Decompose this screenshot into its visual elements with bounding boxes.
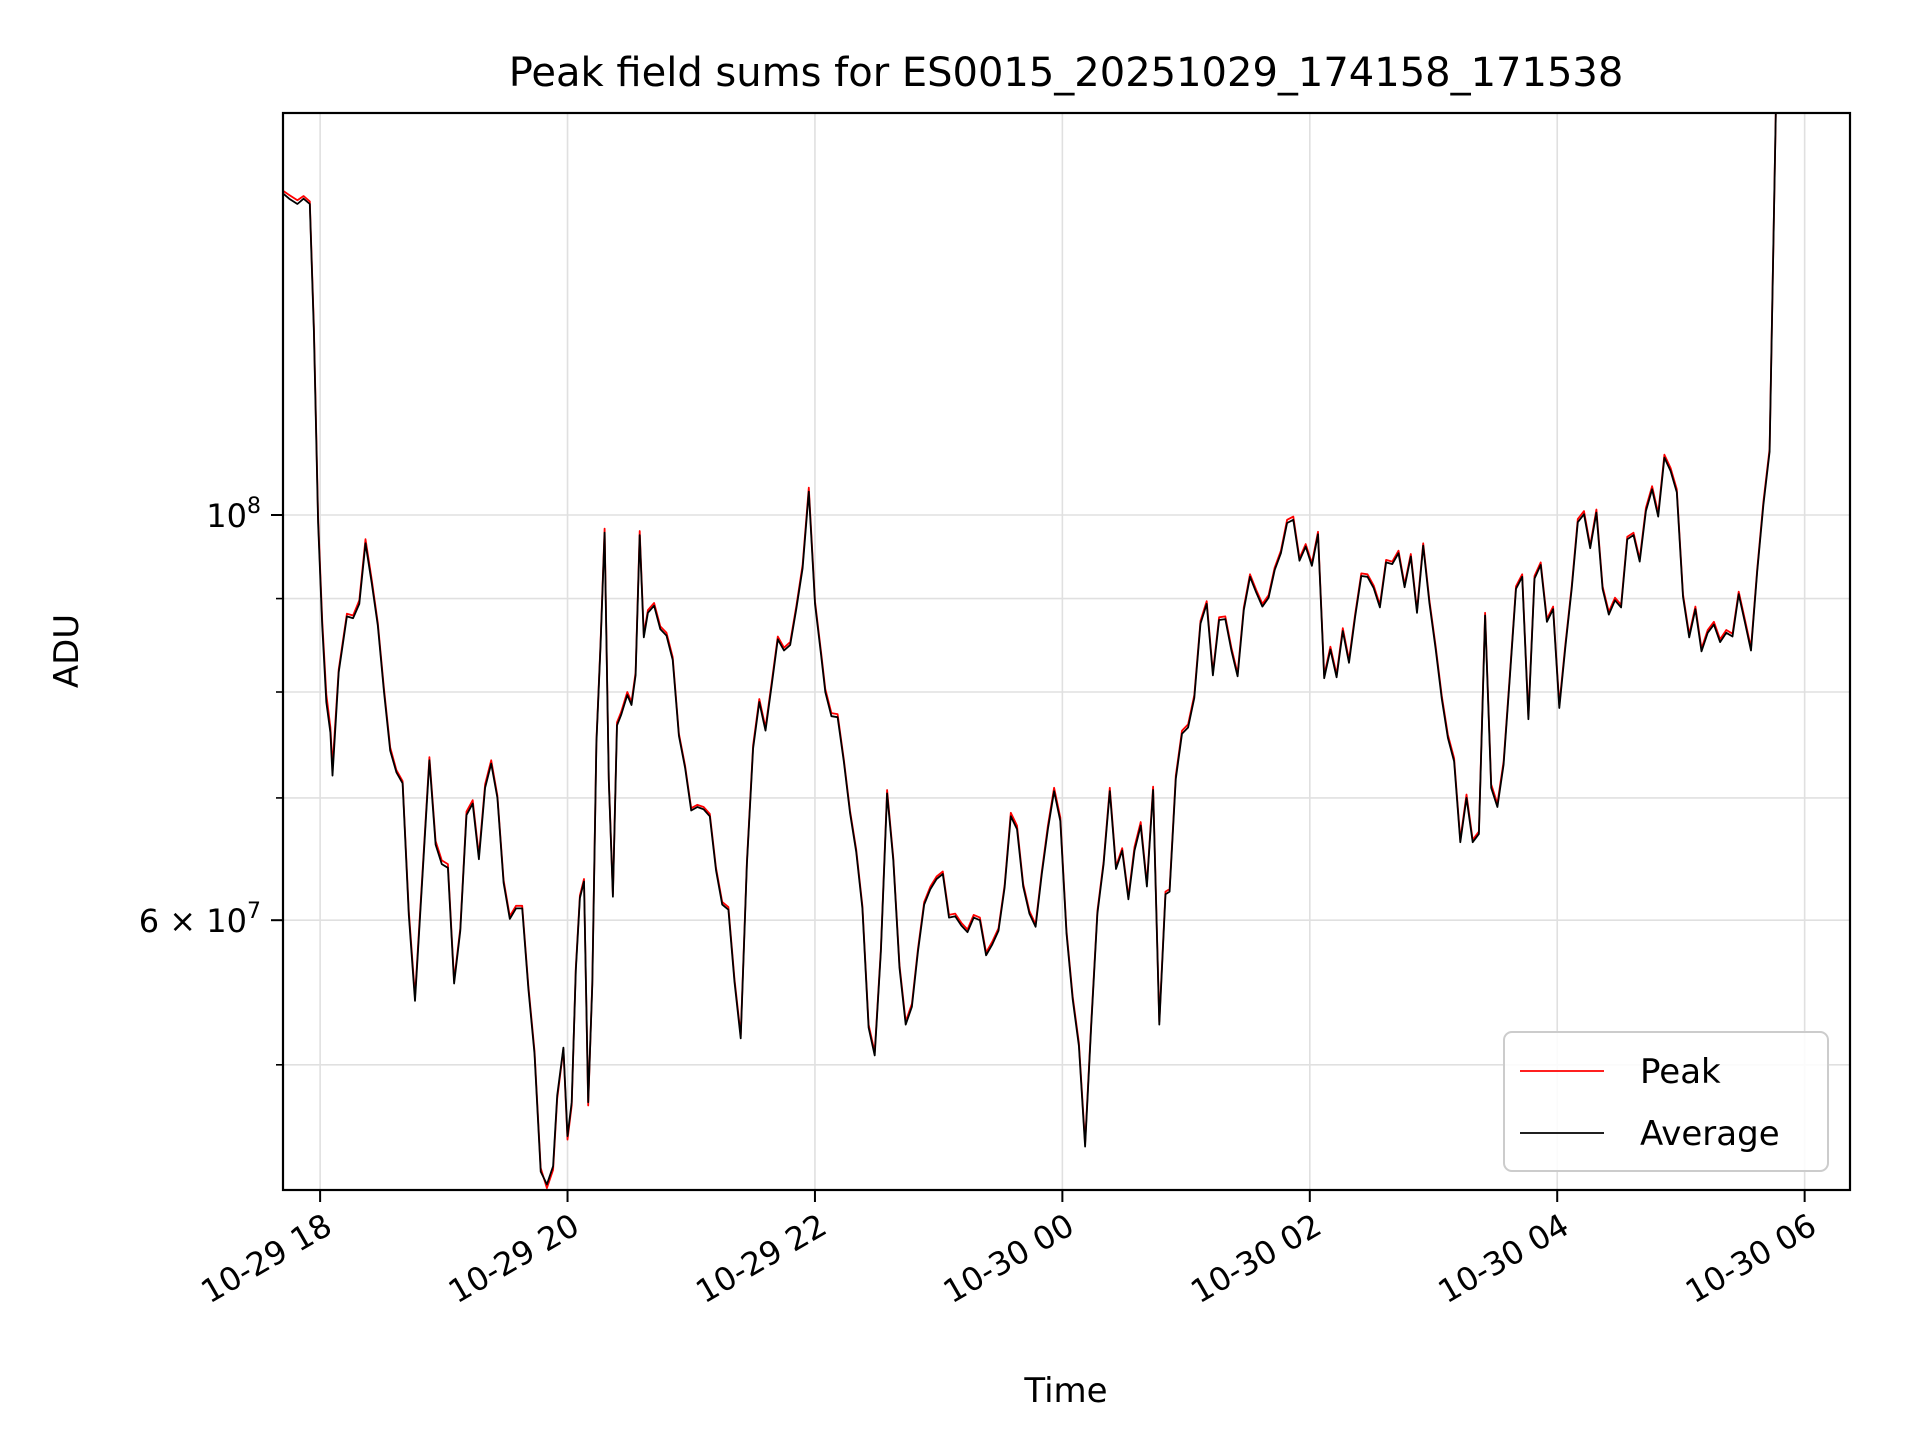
series-line-average xyxy=(283,113,1777,1186)
y-tick-mantissa: 6 xyxy=(139,902,159,940)
chart-title: Peak field sums for ES0015_20251029_1741… xyxy=(509,50,1624,96)
y-tick-base: 10 xyxy=(206,497,247,535)
y-tick-times: × xyxy=(159,902,206,940)
plot-frame xyxy=(281,111,1852,1192)
legend-label-average: Average xyxy=(1640,1114,1780,1154)
x-axis-label: Time xyxy=(1023,1371,1107,1411)
y-tick-label: 6 × 107 xyxy=(139,899,261,940)
legend-box xyxy=(1503,1031,1829,1172)
y-tick-label-text: 108 xyxy=(206,494,261,535)
y-tick-label-text: 6 × 107 xyxy=(139,899,261,940)
y-tick-exponent: 8 xyxy=(247,494,261,519)
y-axis-label: ADU xyxy=(47,614,87,688)
y-tick-exponent: 7 xyxy=(247,899,261,924)
y-tick-label: 108 xyxy=(206,494,261,535)
legend: Peak Average xyxy=(1503,1031,1829,1172)
y-tick-base: 10 xyxy=(206,902,247,940)
series-layer xyxy=(283,113,1777,1189)
legend-label-peak: Peak xyxy=(1640,1052,1721,1092)
